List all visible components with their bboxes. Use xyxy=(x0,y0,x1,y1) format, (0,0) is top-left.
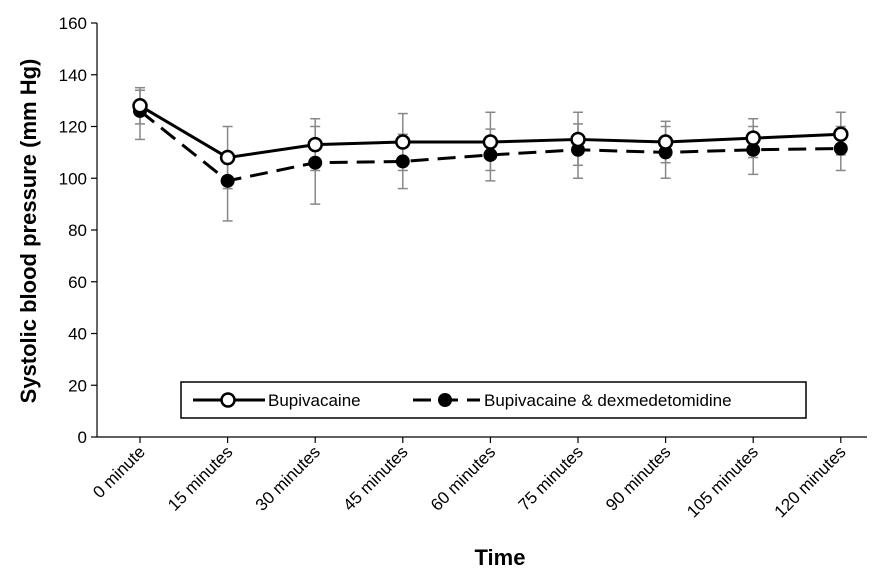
x-tick-label: 60 minutes xyxy=(427,442,499,514)
x-axis: 0 minute 15 minutes 30 minutes 45 minutes 60… xyxy=(89,436,867,521)
data-point-dexmedetomidine xyxy=(220,173,235,188)
y-tick-label: 140 xyxy=(59,66,87,85)
legend-marker-bupivacaine xyxy=(220,392,236,408)
y-tick-label: 80 xyxy=(68,221,87,240)
data-point-bupivacaine xyxy=(307,136,323,153)
data-point-bupivacaine xyxy=(132,98,148,114)
x-tick-label: 120 minutes xyxy=(771,442,850,521)
x-tick-label: 15 minutes xyxy=(164,442,236,514)
series-markers xyxy=(132,98,849,188)
data-point-bupivacaine xyxy=(657,134,674,150)
x-axis-title: Time xyxy=(475,545,526,570)
y-tick-label: 120 xyxy=(59,118,87,137)
legend-marker-dexmedetomidine xyxy=(438,393,452,407)
data-point-dexmedetomidine xyxy=(483,147,498,162)
data-point-bupivacaine xyxy=(833,126,849,143)
x-tick-label: 75 minutes xyxy=(515,442,587,514)
x-tick-label: 45 minutes xyxy=(339,442,411,514)
x-tick-label: 0 minute xyxy=(89,442,149,502)
data-point-bupivacaine xyxy=(482,134,499,150)
legend-label-bupivacaine: Bupivacaine xyxy=(268,391,361,410)
legend: Bupivacaine Bupivacaine & dexmedetomidin… xyxy=(180,381,807,419)
y-axis: 0 20 40 60 80 100 120 140 160 xyxy=(59,14,98,447)
x-tick-label: 30 minutes xyxy=(252,442,324,514)
data-point-bupivacaine xyxy=(219,149,236,166)
data-point-dexmedetomidine xyxy=(308,155,323,170)
y-tick-label: 160 xyxy=(59,14,87,33)
data-point-bupivacaine xyxy=(745,130,761,146)
data-point-bupivacaine xyxy=(395,134,411,150)
data-point-dexmedetomidine xyxy=(833,141,848,156)
y-tick-label: 0 xyxy=(78,428,87,447)
y-tick-label: 40 xyxy=(68,325,87,344)
y-tick-label: 20 xyxy=(68,376,87,395)
data-point-dexmedetomidine xyxy=(395,154,410,169)
data-point-dexmedetomidine xyxy=(746,142,761,157)
legend-box xyxy=(180,381,807,419)
x-tick-label: 90 minutes xyxy=(602,442,674,514)
y-tick-label: 100 xyxy=(59,169,87,188)
x-tick-label: 105 minutes xyxy=(683,442,762,521)
legend-label-dexmedetomidine: Bupivacaine & dexmedetomidine xyxy=(484,391,732,410)
data-point-bupivacaine xyxy=(570,131,586,148)
series-line-dexmedetomidine xyxy=(139,109,841,183)
y-tick-label: 60 xyxy=(68,273,87,292)
y-axis-title: Systolic blood pressure (mm Hg) xyxy=(16,59,41,404)
